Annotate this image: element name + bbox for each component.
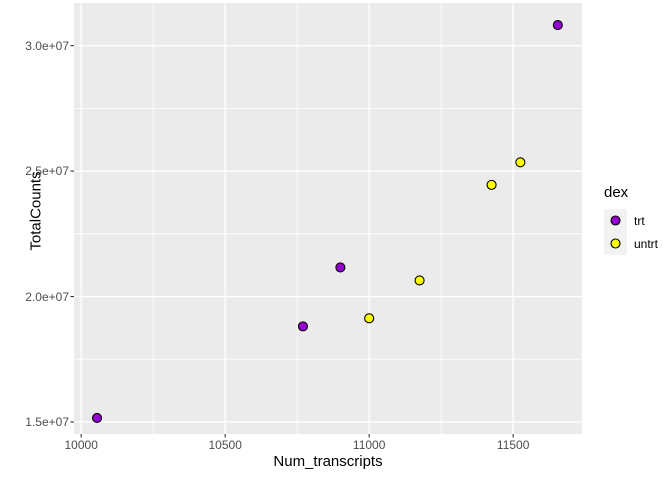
legend-key-trt bbox=[604, 209, 627, 232]
y-axis-title: TotalCounts bbox=[27, 171, 45, 251]
legend-title: dex bbox=[604, 184, 629, 201]
legend-entry-untrt: untrt bbox=[604, 232, 658, 255]
x-tick-label: 10000 bbox=[64, 438, 98, 452]
legend-keys: trt untrt bbox=[604, 209, 658, 255]
x-axis-title: Num_transcripts bbox=[273, 453, 383, 470]
y-tick-label: 2.5e+07 bbox=[25, 164, 69, 179]
x-tick-label: 11500 bbox=[496, 438, 530, 452]
plot-panel bbox=[74, 3, 582, 434]
y-tick-label: 3.0e+07 bbox=[25, 38, 69, 53]
legend-label-untrt: untrt bbox=[634, 236, 659, 251]
y-tick-label: 2.0e+07 bbox=[25, 289, 69, 304]
y-tick-label: 1.5e+07 bbox=[25, 414, 69, 429]
legend-point-icon bbox=[610, 238, 621, 249]
x-tick-label: 10500 bbox=[208, 438, 242, 452]
legend-point-icon bbox=[610, 215, 621, 226]
x-tick-label: 11000 bbox=[352, 438, 386, 452]
legend: dex trt untrt bbox=[604, 184, 658, 255]
legend-label-trt: trt bbox=[634, 213, 645, 228]
legend-key-untrt bbox=[604, 232, 627, 255]
legend-entry-trt: trt bbox=[604, 209, 658, 232]
